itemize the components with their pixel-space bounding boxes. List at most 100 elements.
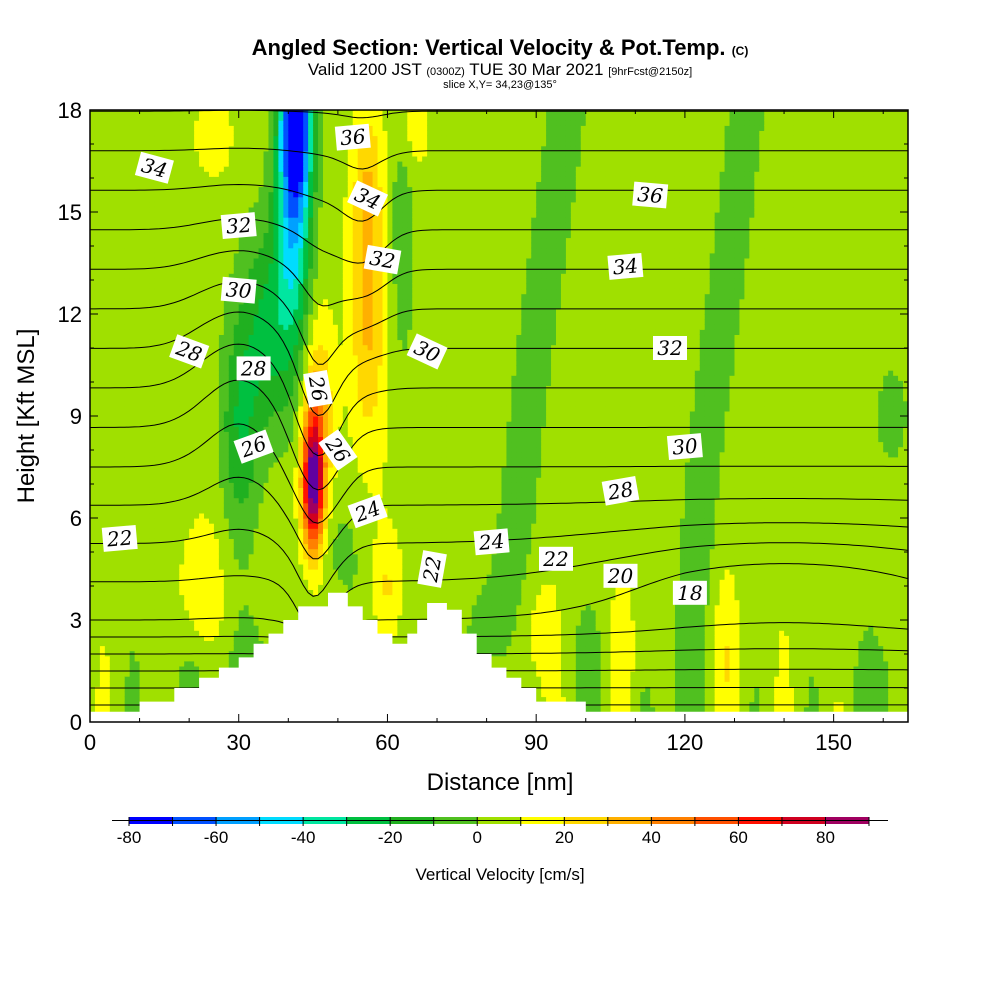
velocity-cell [144,196,151,203]
velocity-cell [263,558,270,565]
velocity-cell [154,237,161,244]
velocity-cell [194,451,200,458]
velocity-cell [169,553,175,560]
velocity-cell [263,630,270,636]
velocity-cell [134,436,141,443]
velocity-cell [258,502,265,509]
velocity-cell [149,538,156,545]
velocity-cell [109,308,116,315]
velocity-cell [94,329,101,335]
velocity-cell [223,390,230,397]
velocity-cell [283,206,289,213]
velocity-cell [273,115,279,121]
velocity-cell [243,115,250,121]
velocity-cell [159,589,165,596]
velocity-cell [174,416,180,422]
velocity-cell [263,518,270,524]
velocity-cell [94,665,101,672]
velocity-cell [154,456,161,463]
velocity-cell [213,461,220,468]
velocity-cell [184,161,190,167]
velocity-cell [104,589,111,596]
velocity-cell [159,569,165,575]
velocity-cell [273,344,279,351]
velocity-cell [144,273,151,279]
velocity-cell [159,676,165,682]
velocity-cell [134,365,141,371]
velocity-cell [208,609,215,616]
velocity-cell [293,405,299,412]
velocity-cell [90,528,96,534]
velocity-cell [174,518,180,524]
velocity-cell [248,492,255,499]
velocity-cell [194,227,200,233]
velocity-cell [263,278,270,284]
velocity-cell [233,630,240,636]
velocity-cell [129,507,136,514]
velocity-cell [119,115,126,121]
velocity-cell [149,686,156,692]
velocity-cell [273,451,279,458]
velocity-cell [139,298,146,305]
velocity-cell [288,405,294,412]
velocity-cell [258,614,265,621]
velocity-cell [204,655,210,662]
velocity-cell [268,528,275,534]
velocity-cell [233,620,240,626]
velocity-cell [199,599,205,606]
velocity-cell [149,497,156,504]
velocity-cell [144,563,151,570]
velocity-cell [94,650,101,657]
velocity-cell [213,645,220,652]
velocity-cell [194,400,200,407]
velocity-cell [164,370,170,376]
velocity-cell [208,426,215,432]
velocity-cell [273,227,279,233]
velocity-cell [288,212,294,218]
velocity-cell [273,400,279,407]
velocity-cell [204,222,210,228]
velocity-cell [149,436,156,443]
velocity-cell [104,339,111,346]
velocity-cell [119,686,126,692]
velocity-cell [159,563,165,570]
velocity-cell [179,263,185,269]
velocity-cell [223,135,230,142]
velocity-cell [109,523,116,529]
velocity-cell [253,324,260,330]
velocity-cell [159,518,165,524]
velocity-cell [189,145,195,152]
velocity-cell [258,329,265,335]
velocity-cell [164,140,170,147]
velocity-cell [144,390,151,397]
velocity-cell [114,339,121,346]
velocity-cell [149,456,156,463]
velocity-cell [278,181,284,188]
velocity-cell [144,660,151,667]
velocity-cell [154,308,161,315]
velocity-cell [139,696,146,703]
velocity-cell [258,217,265,223]
velocity-cell [99,110,106,116]
velocity-cell [194,150,200,157]
velocity-cell [253,390,260,397]
velocity-cell [159,630,165,636]
velocity-cell [273,563,279,570]
velocity-cell [90,176,96,182]
velocity-cell [273,482,279,488]
velocity-cell [139,512,146,519]
velocity-cell [228,186,235,193]
velocity-cell [278,507,284,514]
velocity-cell [104,660,111,667]
velocity-cell [278,523,284,529]
velocity-cell [164,329,170,335]
velocity-cell [179,283,185,290]
velocity-cell [164,558,170,565]
velocity-cell [263,620,270,626]
velocity-cell [208,492,215,499]
velocity-cell [124,181,131,188]
velocity-cell [114,594,121,601]
velocity-cell [278,569,284,575]
velocity-cell [99,212,106,218]
velocity-cell [253,227,260,233]
